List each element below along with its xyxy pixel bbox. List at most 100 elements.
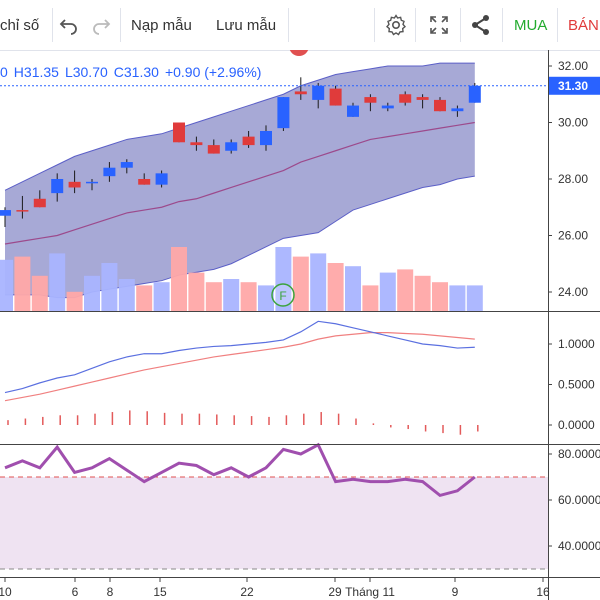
candle-body <box>138 179 151 185</box>
volume-bar <box>345 266 361 311</box>
gear-icon[interactable] <box>384 13 408 37</box>
volume-bar <box>205 282 222 311</box>
candle-body <box>277 97 290 129</box>
x-tick-label: 10 <box>0 585 12 599</box>
stock-chart[interactable]: F 32.00 30.00 28.00 26.00 24.00 31.30 1.0000 0.… <box>0 50 600 600</box>
candle-body <box>33 198 46 208</box>
y-tick-label: 26.00 <box>558 229 588 243</box>
toolbar-divider <box>502 8 503 42</box>
rsi-line <box>4 442 476 498</box>
toolbar-divider <box>460 8 461 42</box>
volume-bar <box>362 285 379 311</box>
toolbar-divider <box>415 8 416 42</box>
candle-body <box>0 210 11 216</box>
buy-button[interactable]: MUA <box>514 0 547 50</box>
volume-bar <box>66 291 83 311</box>
candle-body <box>399 94 412 103</box>
y-tick-label: 40.0000 <box>558 539 600 553</box>
candle-body <box>416 97 429 100</box>
candle-body <box>434 99 446 112</box>
candle-body <box>294 91 307 95</box>
candle-body <box>260 130 272 146</box>
y-tick-label: 0.5000 <box>558 378 595 392</box>
toolbar-divider <box>288 8 289 42</box>
volume-bar <box>258 285 274 311</box>
sell-label: BÁN <box>568 16 599 34</box>
top-toolbar: chỉ số Nạp mẫu Lưu mẫu MUA BÁN <box>0 0 600 51</box>
volume-bar <box>397 269 414 311</box>
candle-body <box>468 85 481 103</box>
candle-body <box>68 181 81 188</box>
load-template-button[interactable]: Nạp mẫu <box>131 0 192 50</box>
x-tick-label: 16 <box>536 585 550 599</box>
volume-bar <box>432 282 448 311</box>
candle-body <box>329 88 342 106</box>
indicators-label: chỉ số <box>0 16 40 34</box>
ohlc-open: 0 <box>0 64 8 80</box>
undo-icon[interactable] <box>57 13 81 37</box>
volume-bar <box>223 279 240 311</box>
candle-body <box>364 97 377 103</box>
bollinger-upper-line <box>4 62 475 191</box>
volume-bar <box>49 253 66 311</box>
x-tick-label: 6 <box>72 585 79 599</box>
toolbar-divider <box>52 8 53 42</box>
redo-icon[interactable] <box>89 13 113 37</box>
save-template-button[interactable]: Lưu mẫu <box>216 0 276 50</box>
candle-body <box>347 105 359 117</box>
ohlc-legend: 0 H31.35 L30.70 C31.30 +0.90 (+2.96%) <box>0 61 267 83</box>
candle-body <box>86 181 98 184</box>
event-flag-label: F <box>279 289 286 303</box>
fullscreen-icon[interactable] <box>427 13 451 37</box>
candle-body <box>103 167 116 177</box>
volume-bar <box>327 263 344 311</box>
volume-bar <box>0 259 13 311</box>
moving-average-line <box>4 121 475 245</box>
candle-body <box>190 142 203 146</box>
volume-bar <box>84 275 100 311</box>
y-tick-label: 60.0000 <box>558 493 600 507</box>
volume-bar <box>14 256 31 311</box>
candle-body <box>381 105 394 109</box>
ohlc-change: +0.90 (+2.96%) <box>164 64 262 80</box>
volume-bar <box>153 282 170 311</box>
buy-label: MUA <box>514 16 548 34</box>
candle-body <box>207 145 220 154</box>
x-tick-label: 22 <box>240 585 254 599</box>
x-tick-label: 15 <box>153 585 167 599</box>
macd-pane <box>4 320 479 435</box>
candle-body <box>155 173 168 185</box>
x-tick-label: Tháng 11 <box>345 585 395 599</box>
load-template-label: Nạp mẫu <box>131 16 192 34</box>
volume-bar <box>449 285 466 311</box>
bollinger-lower-line <box>5 175 475 299</box>
y-tick-label: 0.0000 <box>558 418 595 432</box>
x-tick-label: 9 <box>452 585 459 599</box>
bollinger-band-fill <box>5 63 475 298</box>
macd-signal-line <box>4 332 475 402</box>
x-tick-label: 29 <box>328 585 342 599</box>
sell-button[interactable]: BÁN <box>568 0 599 50</box>
last-price-label: 31.30 <box>558 79 588 93</box>
ohlc-close: C31.30 <box>113 64 159 80</box>
candle-body <box>173 122 185 143</box>
volume-bar <box>171 247 187 311</box>
x-tick-label: 8 <box>107 585 114 599</box>
macd-line <box>4 320 475 394</box>
share-icon[interactable] <box>469 13 493 37</box>
toolbar-divider <box>557 8 558 42</box>
toolbar-divider <box>120 8 121 42</box>
volume-bar <box>379 272 396 311</box>
indicators-button[interactable]: chỉ số <box>0 0 39 50</box>
alert-marker <box>289 50 309 56</box>
rsi-pane <box>0 442 548 570</box>
y-tick-label: 1.0000 <box>558 337 595 351</box>
price-pane: F <box>0 50 548 311</box>
volume-bar <box>414 275 431 311</box>
event-flag <box>271 283 295 307</box>
candle-body <box>51 179 64 194</box>
volume-bar <box>31 275 48 311</box>
y-tick-label: 24.00 <box>558 285 588 299</box>
volume-bar <box>118 279 135 311</box>
y-tick-label: 30.00 <box>558 116 588 130</box>
